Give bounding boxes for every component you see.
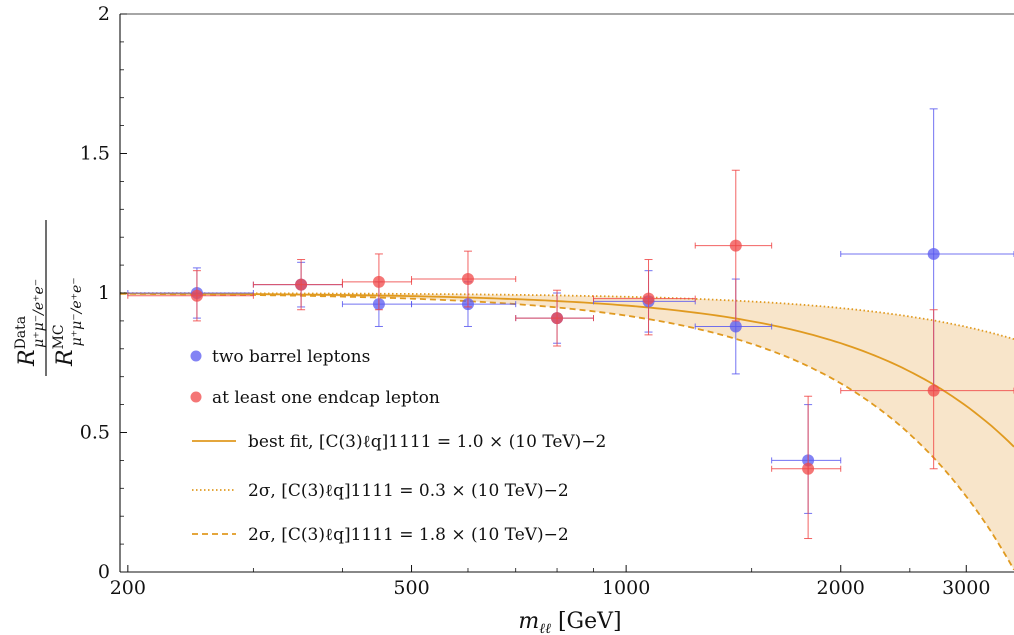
data-point — [411, 281, 517, 327]
data-point — [411, 250, 517, 308]
data-marker — [927, 247, 940, 260]
legend-item-best-fit: best fit, [C(3)ℓq]1111 = 1.0 × (10 TeV)−… — [192, 432, 606, 452]
data-point — [127, 267, 254, 319]
y-tick-label: 0.5 — [80, 422, 110, 444]
x-tick-label: 200 — [110, 577, 146, 599]
legend: two barrel leptons at least one endcap l… — [190, 347, 606, 545]
data-marker — [729, 320, 742, 333]
y-tick-label: 0 — [98, 561, 110, 583]
x-tick-label: 500 — [393, 577, 429, 599]
svg-text:best fit, [C(3)ℓq]1111 = 1.0 ×: best fit, [C(3)ℓq]1111 = 1.0 × (10 TeV)−… — [248, 432, 606, 452]
data-marker — [372, 275, 385, 288]
x-axis-label: mℓℓ [GeV] — [518, 609, 621, 635]
tick-labels: 0 0.5 1 1.5 2 200 500 1000 2000 3000 — [80, 3, 991, 599]
legend-item-barrel: two barrel leptons — [190, 347, 370, 367]
legend-marker-barrel — [190, 350, 202, 362]
svg-text:2σ, [C(3)ℓq]1111 = 0.3 × (10 T: 2σ, [C(3)ℓq]1111 = 0.3 × (10 TeV)−2 — [248, 481, 569, 501]
fit-curve-dotted — [120, 292, 1014, 340]
data-marker — [461, 273, 474, 286]
data-marker — [927, 384, 940, 397]
data-marker — [642, 292, 655, 305]
legend-item-2sigma-low: 2σ, [C(3)ℓq]1111 = 0.3 × (10 TeV)−2 — [192, 481, 569, 501]
y-axis-label: RData μ⁺μ⁻/e⁺e⁻ RMC μ⁺μ⁻/e⁺e⁻ — [13, 220, 85, 376]
series-endcap — [127, 169, 1014, 540]
x-tick-label: 2000 — [817, 577, 865, 599]
data-point — [252, 259, 343, 311]
series-barrel — [127, 108, 1014, 514]
svg-text:2σ, [C(3)ℓq]1111 = 1.8 × (10 T: 2σ, [C(3)ℓq]1111 = 1.8 × (10 TeV)−2 — [248, 525, 569, 545]
data-point — [341, 281, 413, 327]
fit-curves-layer — [120, 292, 1014, 571]
svg-text:two barrel leptons: two barrel leptons — [212, 347, 370, 367]
data-marker — [729, 239, 742, 252]
data-marker — [295, 278, 308, 291]
svg-text:mℓℓ [GeV]: mℓℓ [GeV] — [518, 609, 621, 635]
data-point — [127, 270, 254, 322]
fit-curve-dashed — [120, 293, 1014, 571]
legend-marker-endcap — [190, 391, 202, 403]
x-tick-label: 3000 — [942, 577, 990, 599]
data-point — [694, 169, 773, 322]
data-point — [593, 259, 696, 336]
data-point — [694, 278, 773, 375]
data-point — [840, 309, 1014, 470]
data-point — [515, 289, 595, 347]
data-point — [341, 253, 413, 311]
y-tick-label: 1 — [98, 282, 110, 304]
svg-text:at least one endcap lepton: at least one endcap lepton — [212, 388, 440, 408]
data-point — [771, 395, 842, 540]
data-marker — [802, 462, 815, 475]
fit-band — [120, 293, 1014, 570]
data-points-layer — [127, 108, 1014, 540]
axes — [119, 13, 1014, 573]
x-tick-label: 1000 — [602, 577, 650, 599]
y-tick-label: 2 — [98, 3, 110, 25]
data-point — [771, 404, 842, 514]
data-marker — [551, 312, 564, 325]
y-tick-label: 1.5 — [80, 143, 110, 165]
uncertainty-band-layer — [120, 293, 1014, 570]
legend-item-endcap: at least one endcap lepton — [190, 388, 440, 408]
legend-item-2sigma-high: 2σ, [C(3)ℓq]1111 = 1.8 × (10 TeV)−2 — [192, 525, 569, 545]
data-marker — [190, 289, 203, 302]
